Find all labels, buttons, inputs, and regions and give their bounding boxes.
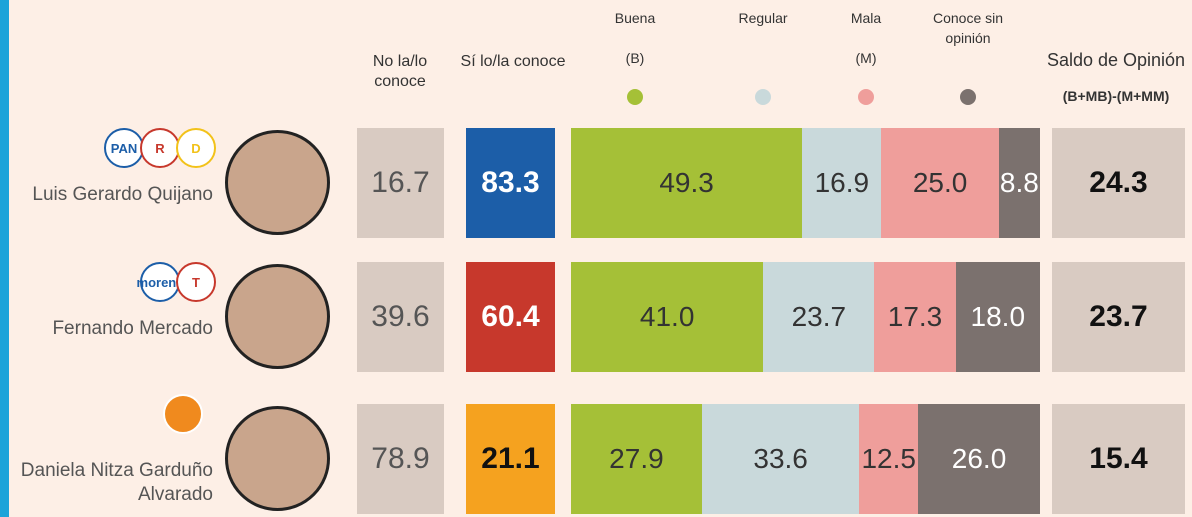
party-logo: T [176, 262, 216, 302]
party-logo: D [176, 128, 216, 168]
candidate-name: Daniela Nitza Garduño Alvarado [0, 459, 213, 507]
bar-value-label: 49.3 [571, 128, 802, 238]
legend-abbr: (B) [585, 48, 685, 68]
legend-dot [755, 89, 771, 105]
bar-value-label: 33.6 [702, 404, 860, 514]
candidate-name: Fernando Mercado [0, 317, 213, 341]
column-formula: (B+MB)-(M+MM) [1040, 86, 1192, 106]
bar-value-label: 8.8 [999, 128, 1040, 238]
legend-dot [858, 89, 874, 105]
party-logo: PAN [104, 128, 144, 168]
legend-dot [627, 89, 643, 105]
legend-abbr: (M) [816, 48, 916, 68]
side-strip [0, 0, 9, 517]
legend-label: Buena [585, 8, 685, 28]
infographic: No la/lo conoce Sí lo/la conoce Saldo de O… [0, 0, 1192, 517]
value-cell: 78.9 [357, 404, 444, 514]
legend-label: Mala [816, 8, 916, 28]
candidate-photo [225, 406, 330, 511]
candidate-name: Luis Gerardo Quijano [0, 183, 213, 207]
column-header: Saldo de Opinión [1040, 50, 1192, 70]
bar-value-label: 23.7 [763, 262, 874, 372]
party-logo: R [140, 128, 180, 168]
legend-label: Conoce sin opinión [918, 8, 1018, 48]
value-cell: 39.6 [357, 262, 444, 372]
value-cell: 83.3 [466, 128, 555, 238]
value-cell: 16.7 [357, 128, 444, 238]
bar-value-label: 16.9 [802, 128, 881, 238]
value-cell: 21.1 [466, 404, 555, 514]
value-cell: 24.3 [1052, 128, 1185, 238]
bar-value-label: 17.3 [874, 262, 955, 372]
bar-value-label: 27.9 [571, 404, 702, 514]
legend-dot [960, 89, 976, 105]
party-logo [163, 394, 203, 434]
value-cell: 60.4 [466, 262, 555, 372]
bar-value-label: 26.0 [918, 404, 1040, 514]
candidate-photo [225, 264, 330, 369]
column-header: No la/lo conoce [350, 52, 450, 92]
legend-label: Regular [713, 8, 813, 28]
bar-value-label: 25.0 [881, 128, 998, 238]
value-cell: 23.7 [1052, 262, 1185, 372]
bar-value-label: 18.0 [956, 262, 1040, 372]
bar-value-label: 12.5 [859, 404, 918, 514]
column-header: Sí lo/la conoce [458, 52, 568, 72]
bar-value-label: 41.0 [571, 262, 763, 372]
candidate-photo [225, 130, 330, 235]
party-logo: morena [140, 262, 180, 302]
value-cell: 15.4 [1052, 404, 1185, 514]
